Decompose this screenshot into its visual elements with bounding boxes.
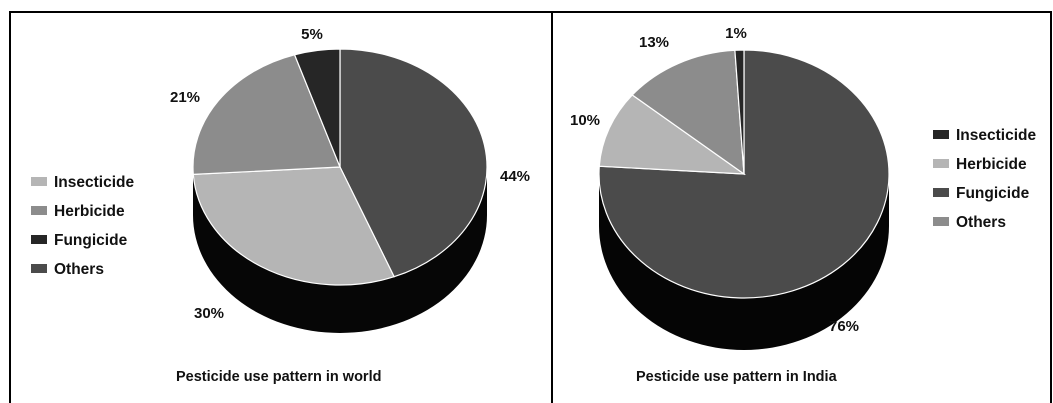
pie-slice-others bbox=[339, 48, 488, 278]
pie-slice-herbicide bbox=[598, 94, 747, 175]
data-label-herbicide: 10% bbox=[570, 112, 600, 129]
legend-label: Fungicide bbox=[54, 232, 128, 249]
legend-label: Fungicide bbox=[956, 185, 1030, 202]
data-label-insecticide: 76% bbox=[829, 318, 859, 335]
data-label-others: 44% bbox=[500, 168, 530, 185]
data-label-others: 1% bbox=[725, 25, 747, 42]
chart-title-world: Pesticide use pattern in world bbox=[176, 369, 382, 385]
legend-item: Others bbox=[933, 214, 1006, 232]
legend-item: Herbicide bbox=[31, 203, 125, 221]
legend-swatch bbox=[31, 206, 47, 215]
chart-panel-india bbox=[551, 11, 1052, 403]
legend-label: Others bbox=[956, 214, 1006, 231]
legend-item: Insecticide bbox=[31, 174, 134, 192]
data-label-fungicide: 5% bbox=[301, 26, 323, 43]
legend-label: Insecticide bbox=[54, 174, 135, 191]
legend-label: Others bbox=[54, 261, 104, 278]
legend-swatch bbox=[933, 130, 949, 139]
pie-side-wall bbox=[599, 174, 889, 350]
pie-slice-insecticide bbox=[192, 166, 395, 286]
data-label-insecticide: 30% bbox=[194, 305, 224, 322]
pie-slice-others bbox=[734, 49, 745, 175]
data-label-herbicide: 21% bbox=[170, 89, 200, 106]
legend-item: Fungicide bbox=[933, 185, 1029, 203]
legend-item: Herbicide bbox=[933, 156, 1027, 174]
legend-item: Insecticide bbox=[933, 127, 1036, 145]
legend-swatch bbox=[31, 235, 47, 244]
legend-swatch bbox=[31, 177, 47, 186]
legend-swatch bbox=[933, 217, 949, 226]
legend-swatch bbox=[31, 264, 47, 273]
chart-title-india: Pesticide use pattern in India bbox=[636, 369, 837, 385]
pie-slice-fungicide bbox=[293, 48, 341, 168]
pie-slice-fungicide bbox=[631, 49, 745, 176]
legend-swatch bbox=[933, 188, 949, 197]
legend-swatch bbox=[933, 159, 949, 168]
legend-label: Herbicide bbox=[54, 203, 125, 220]
pie-side-wall bbox=[193, 167, 487, 333]
legend-item: Others bbox=[31, 261, 104, 279]
legend-item: Fungicide bbox=[31, 232, 127, 250]
legend-label: Insecticide bbox=[956, 127, 1037, 144]
data-label-fungicide: 13% bbox=[639, 34, 669, 51]
legend-label: Herbicide bbox=[956, 156, 1027, 173]
pie-slice-herbicide bbox=[192, 54, 341, 176]
